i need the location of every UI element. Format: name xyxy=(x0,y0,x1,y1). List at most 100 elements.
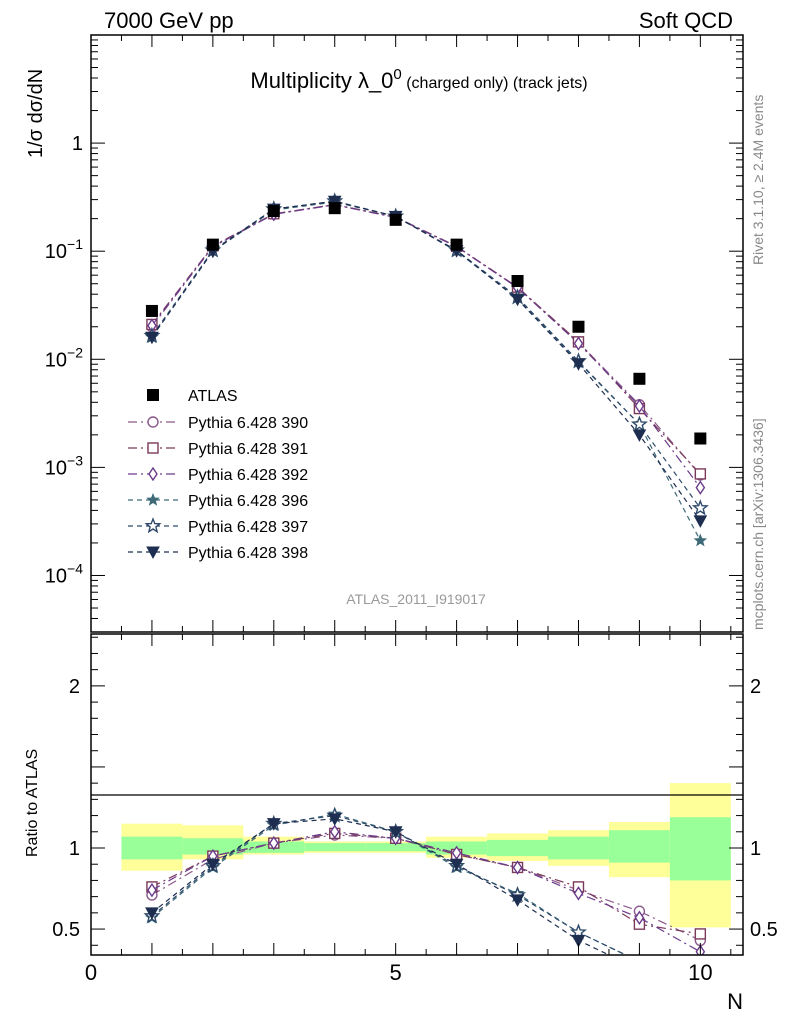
ratio-band-stat-8 xyxy=(548,836,609,860)
main-point-s397-9 xyxy=(630,415,648,432)
ratio-band-stat-2 xyxy=(182,838,244,855)
main-point-s398-9 xyxy=(632,429,647,442)
legend-label-s392: Pythia 6.428 392 xyxy=(188,467,308,484)
mcplots-label: mcplots.cern.ch [arXiv:1306.3436] xyxy=(750,418,766,630)
ratio-panel-frame xyxy=(90,633,744,956)
analysis-watermark: ATLAS_2011_I919017 xyxy=(346,591,486,607)
ratio-point-s398-9 xyxy=(633,965,645,976)
atlas-point-5 xyxy=(389,213,402,226)
main-point-s398-8 xyxy=(571,358,586,371)
ratio-point-s397-9 xyxy=(638,952,641,955)
ratio-point-s398-6 xyxy=(449,858,464,872)
legend-label-s391: Pythia 6.428 391 xyxy=(188,441,308,458)
ratio-point-s398-2 xyxy=(206,858,220,872)
main-point-s392-9 xyxy=(634,398,645,414)
legend-marker-s396 xyxy=(146,492,160,506)
main-point-s397-10 xyxy=(691,499,709,516)
atlas-point-6 xyxy=(450,238,463,251)
ratio-point-s391-10 xyxy=(694,928,707,940)
legend-marker-s397 xyxy=(144,517,162,534)
plot-title-small: (charged only) (track jets) xyxy=(402,75,588,92)
ratio-band-stat-9 xyxy=(608,830,670,863)
main-point-s396-10 xyxy=(693,533,708,547)
legend-marker-s398 xyxy=(146,546,160,560)
main-ylabel: 1/σ dσ/dN xyxy=(25,69,47,158)
ratio-point-s392-3 xyxy=(268,835,279,851)
ratio-line-s398 xyxy=(151,818,611,955)
main-point-s398-10 xyxy=(693,515,708,528)
ratio-ytick-label-right: 2 xyxy=(750,676,761,698)
main-point-s391-10 xyxy=(694,468,707,480)
main-ytick-label: 10−4 xyxy=(45,560,83,587)
main-panel-frame xyxy=(90,34,744,633)
atlas-point-2 xyxy=(206,238,219,251)
ratio-xlabel: N xyxy=(727,989,743,1014)
atlas-point-3 xyxy=(267,205,280,218)
ratio-point-s392-1 xyxy=(147,882,157,898)
ratio-point-s398-3 xyxy=(266,818,281,831)
main-point-s392-8 xyxy=(573,336,584,351)
plot-title-main: Multiplicity λ_0 xyxy=(250,68,393,93)
main-line-s391 xyxy=(151,203,701,475)
header-right: Soft QCD xyxy=(639,8,733,33)
plot-title: Multiplicity λ_00 (charged only) (track … xyxy=(250,66,587,93)
ratio-ytick-label-right: 0.5 xyxy=(750,919,778,941)
main-point-s392-10 xyxy=(695,480,706,495)
legend-marker-s392 xyxy=(148,466,158,482)
legend-label-s398: Pythia 6.428 398 xyxy=(188,545,308,562)
main-ytick-label: 10−3 xyxy=(45,452,83,479)
ratio-point-s392-9 xyxy=(634,910,645,925)
ratio-point-s398-7 xyxy=(510,894,525,907)
main-point-s398-4 xyxy=(327,195,342,209)
ratio-band-stat-7 xyxy=(487,839,549,857)
ratio-point-s392-4 xyxy=(329,824,340,840)
ratio-xtick-label: 5 xyxy=(390,960,402,985)
ratio-point-s392-8 xyxy=(573,886,584,901)
ratio-series-group xyxy=(143,806,707,996)
plot-title-sup: 0 xyxy=(393,66,401,83)
ratio-point-s398-8 xyxy=(571,934,586,948)
ratio-xtick-label: 10 xyxy=(688,960,712,985)
main-data-group xyxy=(145,202,707,445)
main-ytick-label: 10−1 xyxy=(45,236,83,263)
ratio-point-s392-7 xyxy=(512,860,523,875)
ratio-point-s398-4 xyxy=(327,813,342,826)
main-line-s396 xyxy=(151,201,701,541)
ratio-band-stat-5 xyxy=(365,843,427,852)
ratio-line-s392 xyxy=(151,831,701,953)
ratio-band-stat-10 xyxy=(669,817,731,881)
ratio-point-s398-5 xyxy=(388,826,403,839)
legend: ATLAS Pythia 6.428 390 Pythia 6.428 391 Py… xyxy=(128,388,308,562)
rivet-label: Rivet 3.1.10, ≥ 2.4M events xyxy=(750,95,766,265)
ratio-point-s398-1 xyxy=(145,907,159,920)
atlas-point-8 xyxy=(572,320,585,333)
main-line-s397 xyxy=(151,200,701,509)
legend-label-s390: Pythia 6.428 390 xyxy=(188,415,308,432)
ratio-point-s396-10 xyxy=(695,985,707,996)
atlas-point-10 xyxy=(694,432,707,445)
legend-marker-s390 xyxy=(147,416,159,428)
legend-marker-s391 xyxy=(147,442,159,454)
atlas-point-4 xyxy=(328,202,341,215)
header-left: 7000 GeV pp xyxy=(104,8,234,33)
ratio-ylabel: Ratio to ATLAS xyxy=(24,749,41,857)
main-line-s390 xyxy=(151,203,701,476)
legend-label-s396: Pythia 6.428 396 xyxy=(188,493,308,510)
ratio-point-s396-9 xyxy=(639,954,640,955)
legend-label-s397: Pythia 6.428 397 xyxy=(188,519,308,536)
main-line-s392 xyxy=(151,204,701,488)
main-point-s398-1 xyxy=(145,331,159,345)
ratio-ytick-label-right: 1 xyxy=(750,838,761,860)
ratio-ytick-label-left: 2 xyxy=(69,676,80,698)
ratio-band-stat-4 xyxy=(304,843,366,852)
main-ytick-label: 1 xyxy=(72,133,83,155)
ratio-line-s390 xyxy=(151,834,701,941)
main-ytick-label: 10−2 xyxy=(45,344,83,371)
ratio-ytick-label-left: 0.5 xyxy=(52,919,80,941)
ratio-xtick-label: 0 xyxy=(85,960,97,985)
ratio-band-stat-1 xyxy=(121,836,183,860)
atlas-point-1 xyxy=(145,304,158,317)
ratio-ytick-label-left: 1 xyxy=(69,838,80,860)
legend-atlas-marker xyxy=(147,389,159,401)
